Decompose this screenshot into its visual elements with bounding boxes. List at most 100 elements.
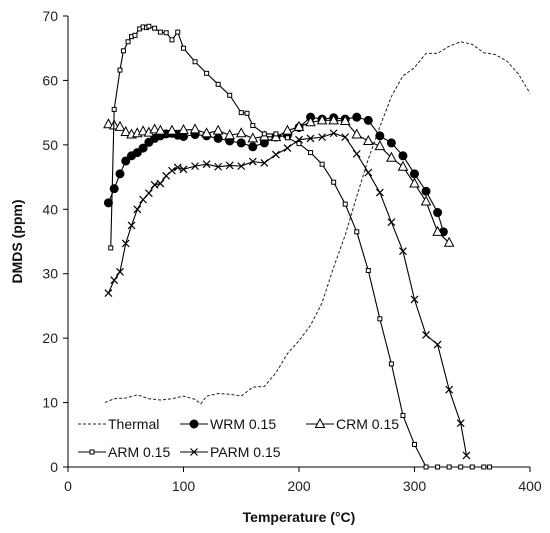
y-tick-label: 20 xyxy=(42,330,58,346)
data-point xyxy=(111,106,117,112)
data-point xyxy=(296,141,302,147)
data-point xyxy=(261,131,267,137)
x-tick-label: 0 xyxy=(64,478,72,494)
data-point xyxy=(227,92,233,98)
series-3 xyxy=(108,23,493,470)
data-point xyxy=(352,112,362,122)
data-point xyxy=(399,247,407,256)
data-point xyxy=(435,464,441,470)
legend-item-2: CRM 0.15 xyxy=(306,416,399,432)
data-point xyxy=(103,198,113,208)
data-point xyxy=(409,177,420,188)
data-point xyxy=(354,229,360,235)
data-point xyxy=(117,67,123,73)
data-point xyxy=(169,37,175,43)
x-tick-label: 400 xyxy=(518,478,542,494)
data-point xyxy=(212,124,224,135)
data-point xyxy=(410,295,419,304)
data-point xyxy=(339,114,351,126)
data-point xyxy=(163,30,169,36)
data-point xyxy=(487,464,493,470)
data-point xyxy=(328,114,339,125)
x-tick-label: 300 xyxy=(403,478,427,494)
data-point xyxy=(144,189,153,198)
legend-item-0: Thermal xyxy=(78,416,159,432)
series-line-3 xyxy=(110,25,490,468)
data-point xyxy=(248,142,258,152)
data-point xyxy=(364,168,373,177)
legend-item-4: PARM 0.15 xyxy=(180,444,281,460)
data-point xyxy=(386,151,397,162)
data-point xyxy=(423,464,429,470)
data-point xyxy=(247,132,259,143)
legend-item-3: ARM 0.15 xyxy=(78,444,170,460)
data-point xyxy=(202,160,211,169)
data-point xyxy=(225,161,234,170)
legend-label: CRM 0.15 xyxy=(336,416,399,432)
plot-area: 0 100 200 300 400 0 10 20 30 40 50 60 70 xyxy=(42,8,541,494)
data-point xyxy=(108,245,114,251)
y-tick-label: 40 xyxy=(42,201,58,217)
data-point xyxy=(432,225,443,236)
data-point xyxy=(181,45,186,51)
x-tick-label: 200 xyxy=(287,478,311,494)
data-point xyxy=(260,158,269,167)
data-point xyxy=(433,340,442,349)
data-point xyxy=(133,205,142,214)
legend-marker xyxy=(314,417,326,428)
data-point xyxy=(445,385,454,394)
data-point xyxy=(104,289,113,297)
data-point xyxy=(125,39,131,45)
data-point xyxy=(238,110,244,116)
data-point xyxy=(400,412,406,418)
data-point xyxy=(215,81,221,87)
legend-item-1: WRM 0.15 xyxy=(180,416,276,432)
y-tick-label: 50 xyxy=(42,137,58,153)
data-point xyxy=(469,464,475,470)
data-point xyxy=(150,180,159,189)
data-point xyxy=(271,150,280,159)
legend: Thermal WRM 0.15 CRM 0.15 ARM 0.15 PARM 0.15 xyxy=(78,416,399,460)
data-point xyxy=(273,131,279,137)
data-point xyxy=(284,135,290,141)
data-point xyxy=(201,127,212,138)
legend-label: WRM 0.15 xyxy=(210,416,276,432)
series-line-0 xyxy=(104,41,531,405)
data-point xyxy=(152,25,158,31)
data-point xyxy=(204,70,210,76)
data-point xyxy=(421,186,431,196)
y-tick-label: 60 xyxy=(42,72,58,88)
data-point xyxy=(351,128,363,139)
data-point xyxy=(365,267,371,273)
data-point xyxy=(374,140,386,151)
data-point xyxy=(156,179,165,188)
data-point xyxy=(236,138,246,148)
data-point xyxy=(121,239,130,248)
data-point xyxy=(316,114,328,125)
data-point xyxy=(386,138,396,148)
data-point xyxy=(388,361,394,367)
data-point xyxy=(295,135,303,144)
data-point xyxy=(139,195,147,204)
data-point xyxy=(331,179,337,185)
data-point xyxy=(132,148,142,158)
data-point xyxy=(458,464,464,470)
data-point xyxy=(175,29,181,35)
data-point xyxy=(114,120,126,131)
data-point xyxy=(319,161,325,167)
x-tick-label: 100 xyxy=(172,478,196,494)
data-point xyxy=(237,162,246,171)
data-point xyxy=(127,221,136,230)
data-point xyxy=(121,156,131,166)
data-point xyxy=(305,116,316,127)
data-point xyxy=(235,127,247,138)
legend-label: ARM 0.15 xyxy=(108,444,170,460)
data-point xyxy=(481,464,487,470)
data-point xyxy=(157,29,163,35)
series-4 xyxy=(104,129,471,460)
data-point xyxy=(410,169,419,179)
data-point xyxy=(214,162,223,171)
data-point xyxy=(362,134,374,145)
data-point xyxy=(149,123,160,134)
y-tick-label: 0 xyxy=(50,459,58,475)
